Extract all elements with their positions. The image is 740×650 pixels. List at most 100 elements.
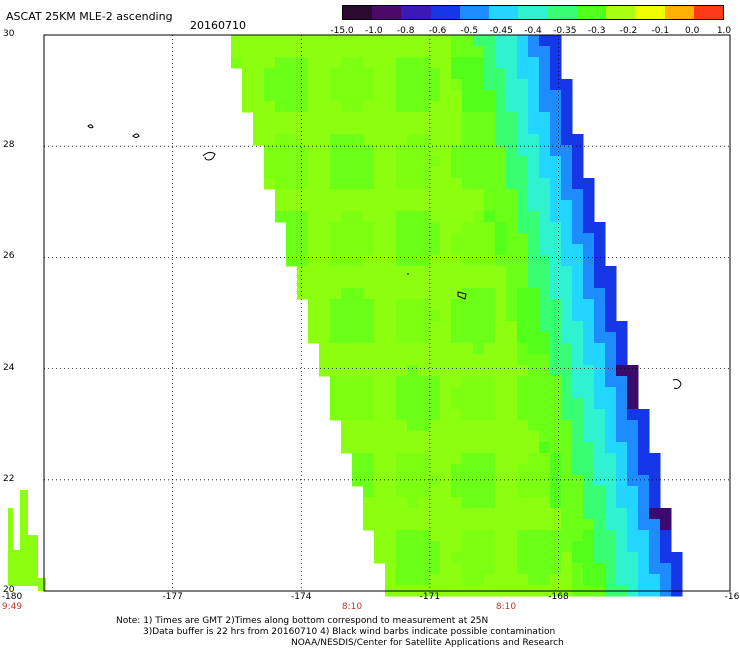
swath-cell — [352, 266, 364, 278]
swath-cell — [473, 200, 485, 212]
swath-cell — [550, 79, 562, 91]
swath-cell — [649, 530, 661, 542]
swath-cell — [385, 519, 397, 531]
swath-cell — [506, 189, 518, 201]
swath-cell — [451, 277, 463, 289]
swath-cell — [583, 200, 595, 212]
swath-cell — [429, 343, 441, 355]
swath-cell — [451, 35, 463, 47]
swath-cell — [594, 277, 606, 289]
swath-cell — [319, 343, 331, 355]
swath-cell — [605, 365, 617, 377]
swath-cell — [528, 79, 540, 91]
swath-cell — [374, 68, 386, 80]
swath-cell — [528, 189, 540, 201]
swath-cell — [484, 574, 496, 586]
swath-cell — [407, 255, 419, 267]
color-scale-label: -0.2 — [619, 26, 638, 36]
swath-cell — [341, 90, 353, 102]
swath-cell — [385, 365, 397, 377]
swath-cell — [561, 90, 573, 102]
swath-cell — [517, 266, 529, 278]
swath-cell — [473, 156, 485, 168]
color-scale-swatch — [459, 6, 490, 19]
swath-cell — [506, 79, 518, 91]
longitude-tick-label: -168 — [548, 592, 569, 602]
swath-cell — [242, 46, 254, 58]
swath-cell — [539, 497, 551, 509]
swath-cell — [297, 35, 309, 47]
swath-cell — [495, 68, 507, 80]
swath-cell — [627, 365, 639, 377]
swath-cell — [572, 189, 584, 201]
swath-cell — [341, 211, 353, 223]
swath-cell — [473, 134, 485, 146]
color-scale-bar — [342, 5, 724, 20]
swath-cell — [374, 497, 386, 509]
swath-cell — [451, 409, 463, 421]
swath-cell — [374, 332, 386, 344]
swath-cell — [429, 497, 441, 509]
swath-cell — [484, 200, 496, 212]
swath-cell — [363, 189, 375, 201]
swath-cell — [561, 222, 573, 234]
swath-cell — [539, 464, 551, 476]
swath-cell — [517, 530, 529, 542]
color-scale-label: -0.8 — [396, 26, 415, 36]
swath-cell — [264, 167, 276, 179]
swath-cell — [275, 68, 287, 80]
swath-cell — [451, 299, 463, 311]
swath-cell — [286, 156, 298, 168]
swath-cell — [385, 112, 397, 124]
swath-cell — [572, 420, 584, 432]
swath-cell — [374, 299, 386, 311]
swath-cell — [374, 508, 386, 520]
swath-cell — [594, 365, 606, 377]
swath-cell — [341, 332, 353, 344]
swath-cell — [484, 420, 496, 432]
swath-cell — [374, 145, 386, 157]
swath-cell — [429, 134, 441, 146]
swath-cell — [550, 46, 562, 58]
swath-cell — [583, 343, 595, 355]
swath-cell — [429, 266, 441, 278]
swath-cell — [539, 167, 551, 179]
swath-cell — [594, 376, 606, 388]
swath-cell — [330, 79, 342, 91]
swath-cell — [363, 486, 375, 498]
swath-cell — [440, 376, 452, 388]
swath-cell — [440, 35, 452, 47]
swath-cell — [330, 255, 342, 267]
swath-cell — [539, 453, 551, 465]
swath-cell — [396, 508, 408, 520]
color-scale-label: -0.6 — [428, 26, 447, 36]
swath-cell — [528, 35, 540, 47]
swath-cell — [627, 475, 639, 487]
swath-cell — [462, 156, 474, 168]
swath-cell — [407, 266, 419, 278]
swath-cell — [374, 409, 386, 421]
swath-cell — [638, 475, 650, 487]
swath-cell — [385, 563, 397, 575]
swath-cell — [363, 365, 375, 377]
swath-cell — [495, 321, 507, 333]
swath-cell — [451, 431, 463, 443]
swath-cell — [374, 90, 386, 102]
swath-cell — [319, 365, 331, 377]
swath-cell — [429, 46, 441, 58]
swath-cell — [550, 178, 562, 190]
swath-remnant — [38, 578, 46, 591]
swath-cell — [561, 387, 573, 399]
swath-cell — [385, 167, 397, 179]
swath-cell — [605, 574, 617, 586]
swath-cell — [308, 178, 320, 190]
swath-cell — [429, 145, 441, 157]
swath-cell — [627, 387, 639, 399]
island-outline-2 — [132, 133, 140, 138]
swath-cell — [462, 123, 474, 135]
swath-cell — [572, 156, 584, 168]
swath-cell — [495, 365, 507, 377]
swath-cell — [407, 189, 419, 201]
swath-cell — [572, 530, 584, 542]
swath-cell — [330, 376, 342, 388]
